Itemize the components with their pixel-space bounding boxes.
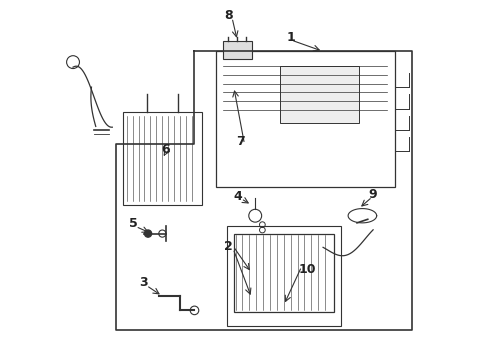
Bar <box>216 51 394 187</box>
Text: 9: 9 <box>367 188 376 201</box>
Text: 5: 5 <box>128 217 137 230</box>
Bar <box>223 41 251 59</box>
Text: 8: 8 <box>224 9 232 22</box>
Text: 6: 6 <box>161 143 170 156</box>
Bar <box>280 66 358 123</box>
Text: 2: 2 <box>224 240 232 253</box>
Text: 4: 4 <box>232 190 241 203</box>
Text: 3: 3 <box>139 276 148 289</box>
Bar <box>226 226 340 327</box>
Bar <box>233 234 333 312</box>
Text: 10: 10 <box>298 263 315 276</box>
Bar <box>123 112 201 205</box>
Circle shape <box>144 230 151 237</box>
Text: 1: 1 <box>286 31 295 44</box>
Text: 7: 7 <box>236 135 245 148</box>
